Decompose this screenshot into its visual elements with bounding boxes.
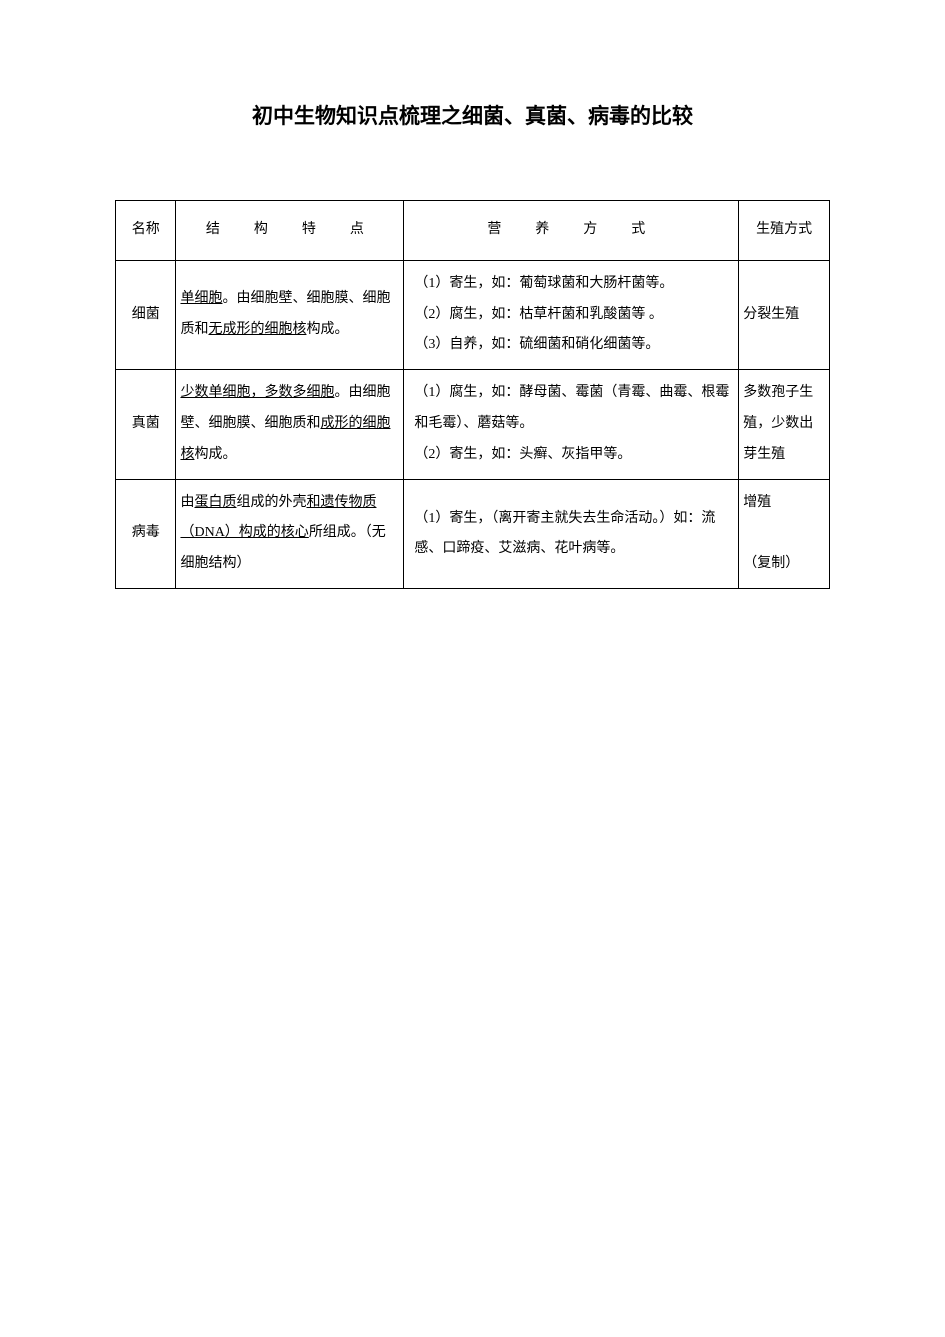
- underline-text: 单细胞: [180, 291, 222, 306]
- nutrition-line: （2）腐生，如：枯草杆菌和乳酸菌等 。: [414, 300, 734, 331]
- cell-reproduction-bacteria: 分裂生殖: [739, 260, 830, 369]
- nutrition-line: （1）腐生，如：酵母菌、霉菌（青霉、曲霉、根霉和毛霉）、蘑菇等。: [414, 378, 734, 440]
- cell-name-bacteria: 细菌: [116, 260, 176, 369]
- nutrition-line: （2）寄生，如：头癣、灰指甲等。: [414, 440, 734, 471]
- plain-text: 由: [180, 495, 194, 510]
- underline-text: 无成形的细胞核: [208, 322, 306, 337]
- header-name: 名称: [116, 201, 176, 261]
- cell-nutrition-virus: （1）寄生，（离开寄主就失去生命活动。）如：流感、口蹄疫、艾滋病、花叶病等。: [404, 479, 739, 588]
- plain-text: 组成的外壳: [236, 495, 306, 510]
- cell-reproduction-fungi: 多数孢子生殖，少数出芽生殖: [739, 370, 830, 479]
- plain-text: 构成。: [306, 322, 348, 337]
- header-reproduction: 生殖方式: [739, 201, 830, 261]
- cell-name-virus: 病毒: [116, 479, 176, 588]
- underline-text: 少数单细胞，多数多细胞: [180, 385, 334, 400]
- header-structure: 结 构 特 点: [176, 201, 404, 261]
- nutrition-line: （1）寄生，（离开寄主就失去生命活动。）如：流感、口蹄疫、艾滋病、花叶病等。: [414, 504, 734, 563]
- cell-nutrition-bacteria: （1）寄生，如：葡萄球菌和大肠杆菌等。 （2）腐生，如：枯草杆菌和乳酸菌等 。 …: [404, 260, 739, 369]
- header-nutrition: 营 养 方 式: [404, 201, 739, 261]
- cell-structure-fungi: 少数单细胞，多数多细胞。由细胞壁、细胞膜、细胞质和成形的细胞核构成。: [176, 370, 404, 479]
- cell-name-fungi: 真菌: [116, 370, 176, 479]
- table-header-row: 名称 结 构 特 点 营 养 方 式 生殖方式: [116, 201, 830, 261]
- table-row-bacteria: 细菌 单细胞。由细胞壁、细胞膜、细胞质和无成形的细胞核构成。 （1）寄生，如：葡…: [116, 260, 830, 369]
- cell-structure-virus: 由蛋白质组成的外壳和遗传物质（DNA）构成的核心所组成。（无细胞结构）: [176, 479, 404, 588]
- cell-structure-bacteria: 单细胞。由细胞壁、细胞膜、细胞质和无成形的细胞核构成。: [176, 260, 404, 369]
- reproduction-line: （复制）: [743, 556, 799, 571]
- cell-nutrition-fungi: （1）腐生，如：酵母菌、霉菌（青霉、曲霉、根霉和毛霉）、蘑菇等。 （2）寄生，如…: [404, 370, 739, 479]
- comparison-table: 名称 结 构 特 点 营 养 方 式 生殖方式 细菌 单细胞。由细胞壁、细胞膜、…: [115, 200, 830, 589]
- nutrition-line: （1）寄生，如：葡萄球菌和大肠杆菌等。: [414, 269, 734, 300]
- reproduction-line: 增殖: [743, 495, 771, 510]
- table-row-fungi: 真菌 少数单细胞，多数多细胞。由细胞壁、细胞膜、细胞质和成形的细胞核构成。 （1…: [116, 370, 830, 479]
- plain-text: 构成。: [194, 447, 236, 462]
- underline-text: 蛋白质: [194, 495, 236, 510]
- document-title: 初中生物知识点梳理之细菌、真菌、病毒的比较: [115, 100, 830, 130]
- nutrition-line: （3）自养，如：硫细菌和硝化细菌等。: [414, 330, 734, 361]
- cell-reproduction-virus: 增殖 （复制）: [739, 479, 830, 588]
- document-page: 初中生物知识点梳理之细菌、真菌、病毒的比较 名称 结 构 特 点 营 养 方 式…: [0, 0, 945, 589]
- table-row-virus: 病毒 由蛋白质组成的外壳和遗传物质（DNA）构成的核心所组成。（无细胞结构） （…: [116, 479, 830, 588]
